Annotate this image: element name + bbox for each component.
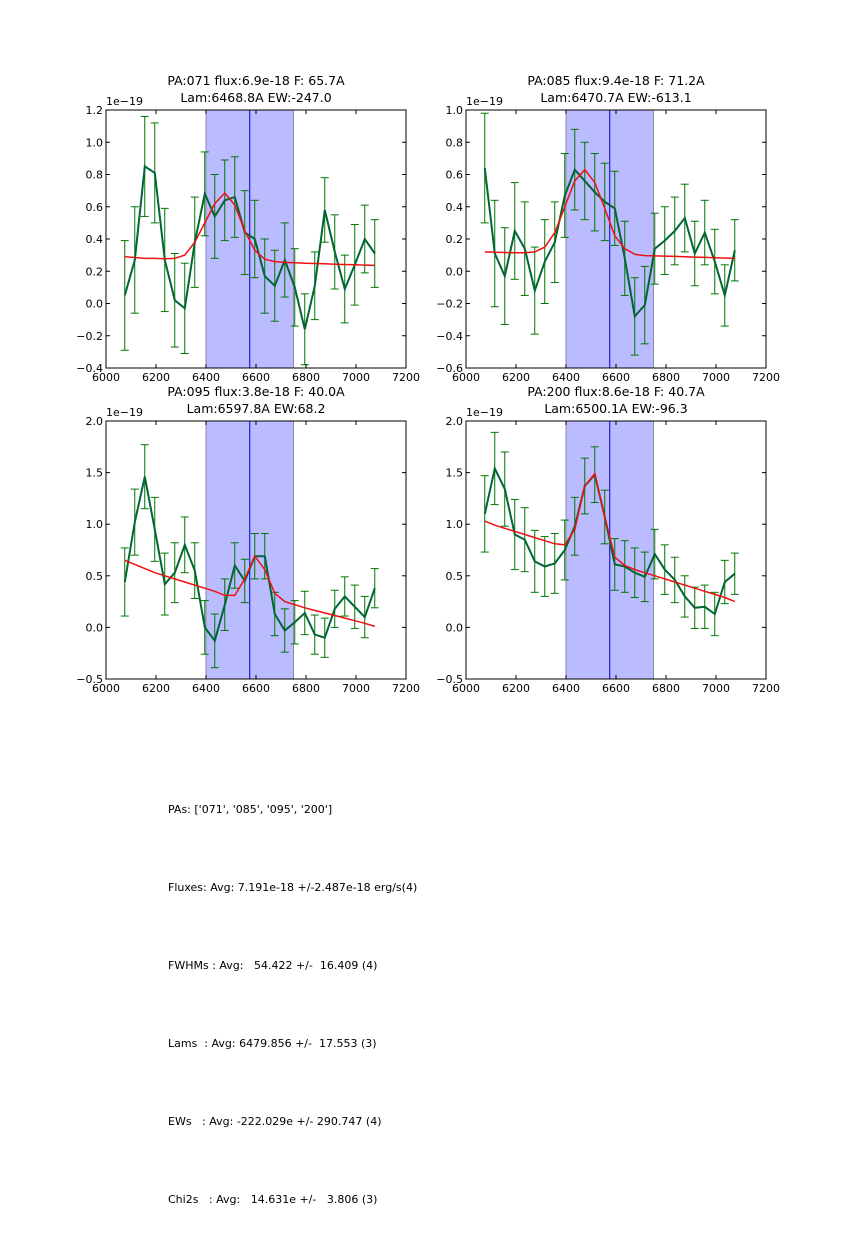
y-tick-label: 2.0 bbox=[86, 415, 104, 428]
x-tick-label: 6200 bbox=[142, 682, 170, 695]
x-tick-label: 7200 bbox=[752, 682, 780, 695]
x-tick-label: 6400 bbox=[192, 371, 220, 384]
y-tick-label: 1.0 bbox=[446, 104, 464, 117]
summary-chi2s: Chi2s : Avg: 14.631e +/- 3.806 (3) bbox=[168, 1187, 417, 1213]
panel-title-line-1: PA:200 flux:8.6e-18 F: 40.7A bbox=[527, 384, 705, 399]
y-offset-label: 1e−19 bbox=[466, 95, 503, 108]
y-tick-label: 1.2 bbox=[86, 104, 104, 117]
x-tick-label: 6400 bbox=[552, 371, 580, 384]
y-tick-label: 1.0 bbox=[86, 518, 104, 531]
x-tick-label: 6200 bbox=[502, 682, 530, 695]
x-tick-label: 6800 bbox=[652, 371, 680, 384]
y-tick-label: −0.6 bbox=[436, 362, 463, 375]
y-tick-label: 1.0 bbox=[86, 136, 104, 149]
y-tick-label: 1.5 bbox=[86, 467, 104, 480]
y-tick-label: 0.8 bbox=[86, 169, 104, 182]
y-tick-label: 0.6 bbox=[86, 201, 104, 214]
y-tick-label: 0.0 bbox=[446, 265, 464, 278]
y-tick-label: −0.4 bbox=[436, 330, 463, 343]
x-tick-label: 6600 bbox=[602, 682, 630, 695]
y-tick-label: −0.4 bbox=[76, 362, 103, 375]
y-tick-label: −0.2 bbox=[436, 298, 463, 311]
panel-title-line-1: PA:095 flux:3.8e-18 F: 40.0A bbox=[167, 384, 345, 399]
y-tick-label: 0.5 bbox=[446, 570, 464, 583]
y-tick-label: 0.4 bbox=[86, 233, 104, 246]
y-tick-label: 0.0 bbox=[86, 621, 104, 634]
x-tick-label: 6600 bbox=[602, 371, 630, 384]
x-tick-label: 7200 bbox=[392, 682, 420, 695]
panel-title-line-1: PA:071 flux:6.9e-18 F: 65.7A bbox=[167, 73, 345, 88]
x-tick-label: 6600 bbox=[242, 682, 270, 695]
x-tick-label: 7000 bbox=[702, 682, 730, 695]
x-tick-label: 6200 bbox=[502, 371, 530, 384]
summary-ews: EWs : Avg: -222.029e +/- 290.747 (4) bbox=[168, 1109, 417, 1135]
y-offset-label: 1e−19 bbox=[466, 406, 503, 419]
y-offset-label: 1e−19 bbox=[106, 406, 143, 419]
x-tick-label: 6400 bbox=[192, 682, 220, 695]
x-tick-label: 7200 bbox=[752, 371, 780, 384]
y-tick-label: 0.6 bbox=[446, 169, 464, 182]
x-tick-label: 6800 bbox=[292, 371, 320, 384]
summary-lams: Lams : Avg: 6479.856 +/- 17.553 (3) bbox=[168, 1031, 417, 1057]
y-tick-label: 0.0 bbox=[86, 298, 104, 311]
x-tick-label: 6200 bbox=[142, 371, 170, 384]
panel-title-line-2: Lam:6500.1A EW:-96.3 bbox=[544, 401, 687, 416]
y-tick-label: −0.2 bbox=[76, 330, 103, 343]
panel-title-line-1: PA:085 flux:9.4e-18 F: 71.2A bbox=[527, 73, 705, 88]
x-tick-label: 6400 bbox=[552, 682, 580, 695]
panel-title-line-2: Lam:6468.8A EW:-247.0 bbox=[180, 90, 331, 105]
y-offset-label: 1e−19 bbox=[106, 95, 143, 108]
y-tick-label: 0.8 bbox=[446, 136, 464, 149]
y-tick-label: 0.2 bbox=[446, 233, 464, 246]
y-tick-label: −0.5 bbox=[436, 673, 463, 686]
y-tick-label: 0.0 bbox=[446, 621, 464, 634]
summary-fluxes: Fluxes: Avg: 7.191e-18 +/-2.487e-18 erg/… bbox=[168, 875, 417, 901]
summary-fwhms: FWHMs : Avg: 54.422 +/- 16.409 (4) bbox=[168, 953, 417, 979]
y-tick-label: 1.5 bbox=[446, 467, 464, 480]
summary-stats: PAs: ['071', '085', '095', '200'] Fluxes… bbox=[168, 745, 417, 1239]
x-tick-label: 7000 bbox=[342, 371, 370, 384]
x-tick-label: 7000 bbox=[342, 682, 370, 695]
x-tick-label: 7200 bbox=[392, 371, 420, 384]
panel-title-line-2: Lam:6597.8A EW:68.2 bbox=[187, 401, 326, 416]
x-tick-label: 7000 bbox=[702, 371, 730, 384]
y-tick-label: 0.5 bbox=[86, 570, 104, 583]
y-tick-label: 2.0 bbox=[446, 415, 464, 428]
summary-pas: PAs: ['071', '085', '095', '200'] bbox=[168, 797, 417, 823]
panel-title-line-2: Lam:6470.7A EW:-613.1 bbox=[540, 90, 691, 105]
y-tick-label: 0.4 bbox=[446, 201, 464, 214]
y-tick-label: −0.5 bbox=[76, 673, 103, 686]
y-tick-label: 1.0 bbox=[446, 518, 464, 531]
x-tick-label: 6800 bbox=[652, 682, 680, 695]
x-tick-label: 6800 bbox=[292, 682, 320, 695]
x-tick-label: 6600 bbox=[242, 371, 270, 384]
y-tick-label: 0.2 bbox=[86, 265, 104, 278]
